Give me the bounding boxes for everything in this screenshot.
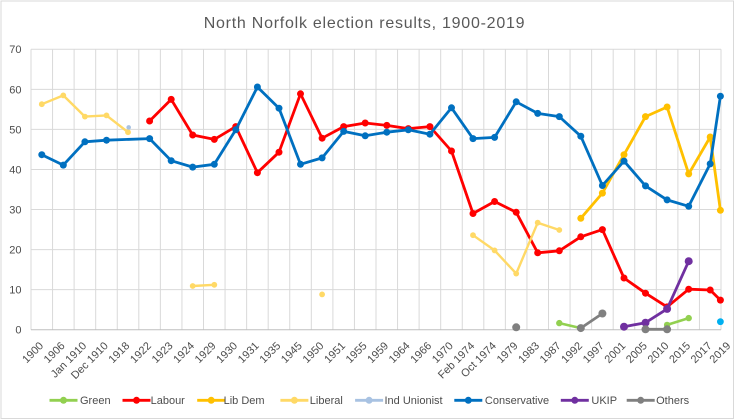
svg-text:Green: Green: [80, 395, 111, 407]
svg-text:10: 10: [9, 285, 21, 297]
svg-text:UKIP: UKIP: [591, 395, 617, 407]
svg-text:30: 30: [9, 204, 21, 216]
svg-text:Liberal: Liberal: [310, 395, 343, 407]
svg-text:Others: Others: [656, 395, 690, 407]
svg-text:Lib Dem: Lib Dem: [224, 395, 265, 407]
svg-text:50: 50: [9, 124, 21, 136]
svg-text:Ind Unionist: Ind Unionist: [385, 395, 443, 407]
svg-text:Conservative: Conservative: [485, 395, 549, 407]
svg-text:Labour: Labour: [151, 395, 186, 407]
svg-text:70: 70: [9, 44, 21, 56]
svg-text:60: 60: [9, 84, 21, 96]
svg-text:20: 20: [9, 245, 21, 257]
svg-text:North Norfolk election results: North Norfolk election results, 1900-201…: [204, 15, 526, 32]
svg-text:0: 0: [15, 325, 21, 337]
svg-text:40: 40: [9, 164, 21, 176]
